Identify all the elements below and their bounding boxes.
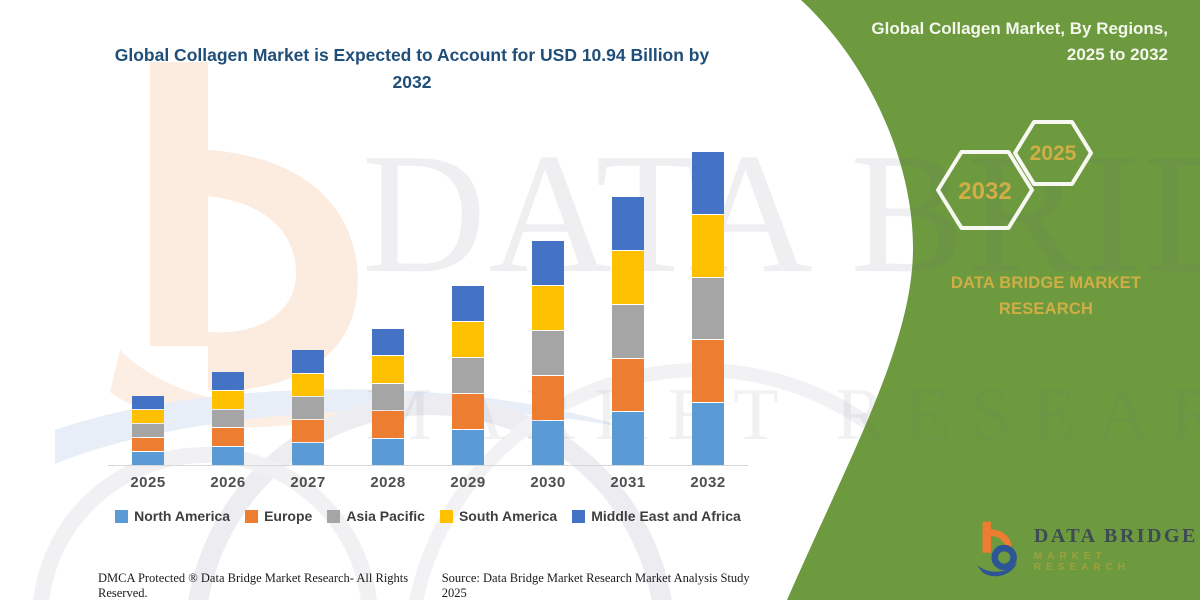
chart-title: Global Collagen Market is Expected to Ac… [114,45,710,93]
legend-item-south-america: South America [439,508,558,524]
bar-segment-2025-south-america [132,410,164,423]
bar-segment-2028-north-america [372,438,404,465]
bar-segment-2029-middle-east-and-africa [452,285,484,321]
bar-segment-2029-europe [452,394,484,429]
brand-wordmark: DATA BRIDGE MARKET RESEARCH [926,271,1166,322]
bar-segment-2031-europe [612,358,644,412]
legend-label-middle-east-and-africa: Middle East and Africa [591,508,741,524]
legend-swatch-europe [245,509,259,523]
bar-segment-2032-asia-pacific [692,277,724,340]
plot-area [108,146,748,466]
x-axis-label-2032: 2032 [690,474,726,491]
bar-segment-2028-middle-east-and-africa [372,329,404,355]
bar-segment-2031-asia-pacific [612,304,644,358]
bar-segment-2031-south-america [612,251,644,304]
x-axis-label-2028: 2028 [370,474,406,491]
bar-segment-2026-north-america [212,447,244,465]
x-axis-label-2030: 2030 [530,474,566,491]
hexagon-2025 [1013,120,1093,186]
bar-segment-2027-south-america [292,374,324,396]
bar-segment-2028-south-america [372,356,404,383]
bar-segment-2032-europe [692,340,724,403]
legend-item-asia-pacific: Asia Pacific [327,508,425,524]
x-axis-label-2031: 2031 [610,474,646,491]
company-logo: DATA BRIDGE MARKET RESEARCH [975,520,1200,578]
footer-source-text: Source: Data Bridge Market Research Mark… [441,571,750,600]
bar-2030 [532,241,564,465]
bar-segment-2025-north-america [132,452,164,465]
bar-segment-2031-north-america [612,412,644,465]
brand-wordmark-line1: DATA BRIDGE MARKET [950,274,1142,292]
bar-segment-2027-north-america [292,443,324,465]
company-logo-subtitle: MARKET RESEARCH [1033,551,1131,573]
bar-segment-2025-asia-pacific [132,424,164,437]
bar-segment-2027-middle-east-and-africa [292,350,324,373]
bar-2032 [692,152,724,465]
bar-segment-2029-south-america [452,322,484,357]
legend-item-europe: Europe [245,508,312,524]
hexagon-year-2025: 2025 [1030,142,1077,165]
bar-segment-2025-middle-east-and-africa [132,395,164,409]
hexagon-2032 [936,150,1034,230]
bar-2027 [292,350,324,465]
bar-segment-2028-europe [372,411,404,438]
bar-segment-2030-south-america [532,286,564,330]
bar-segment-2030-europe [532,376,564,420]
bar-segment-2026-middle-east-and-africa [212,372,244,390]
bar-2025 [132,395,164,465]
brand-wordmark-line2: RESEARCH [998,299,1094,318]
bar-2031 [612,196,644,465]
legend-item-middle-east-and-africa: Middle East and Africa [572,508,741,524]
bar-segment-2029-north-america [452,430,484,465]
company-logo-icon [976,521,1018,577]
bar-2028 [372,329,404,465]
x-axis-label-2026: 2026 [210,474,246,491]
legend-swatch-south-america [439,509,453,523]
footer: DMCA Protected ® Data Bridge Market Rese… [98,571,760,600]
bar-segment-2026-europe [212,428,244,447]
legend-label-south-america: South America [458,508,558,524]
company-logo-name: DATA BRIDGE [1033,525,1198,547]
bar-segment-2028-asia-pacific [372,383,404,410]
legend-swatch-middle-east-and-africa [572,509,586,523]
legend-label-north-america: North America [134,508,231,524]
bar-segment-2025-europe [132,438,164,451]
bar-2029 [452,285,484,465]
bar-segment-2030-asia-pacific [532,331,564,375]
bar-segment-2032-south-america [692,214,724,277]
x-axis-labels: 2025 2026 2027 2028 2029 2030 2031 2032 [108,474,748,494]
bar-segment-2027-asia-pacific [292,397,324,419]
side-panel-title: Global Collagen Market, By Regions, 2025… [768,16,1168,69]
bar-segment-2030-middle-east-and-africa [532,241,564,285]
legend-label-europe: Europe [264,508,313,524]
bar-segment-2030-north-america [532,421,564,465]
side-panel-title-line1: Global Collagen Market, By Regions, [871,19,1168,38]
hexagon-year-2032: 2032 [958,178,1011,205]
side-panel-title-line2: 2025 to 2032 [1066,45,1168,65]
bar-2026 [212,372,244,465]
x-axis-label-2027: 2027 [290,474,326,491]
bar-segment-2026-asia-pacific [212,409,244,428]
x-axis-label-2025: 2025 [130,474,166,491]
legend-item-north-america: North America [115,508,230,524]
bar-segment-2026-south-america [212,390,244,409]
forecast-hexagons: 2032 2025 [936,120,1093,230]
bar-segment-2032-north-america [692,403,724,465]
bar-segment-2032-middle-east-and-africa [692,152,724,214]
bar-segment-2029-asia-pacific [452,358,484,393]
bar-segment-2031-middle-east-and-africa [612,196,644,251]
legend-swatch-north-america [115,509,129,523]
bar-segment-2027-europe [292,420,324,442]
footer-dmca-text: DMCA Protected ® Data Bridge Market Rese… [98,571,409,600]
legend-label-asia-pacific: Asia Pacific [346,508,425,524]
legend: North America Europe Asia Pacific South Ame… [96,508,760,524]
legend-swatch-asia-pacific [327,509,341,523]
x-axis-label-2029: 2029 [450,474,486,491]
